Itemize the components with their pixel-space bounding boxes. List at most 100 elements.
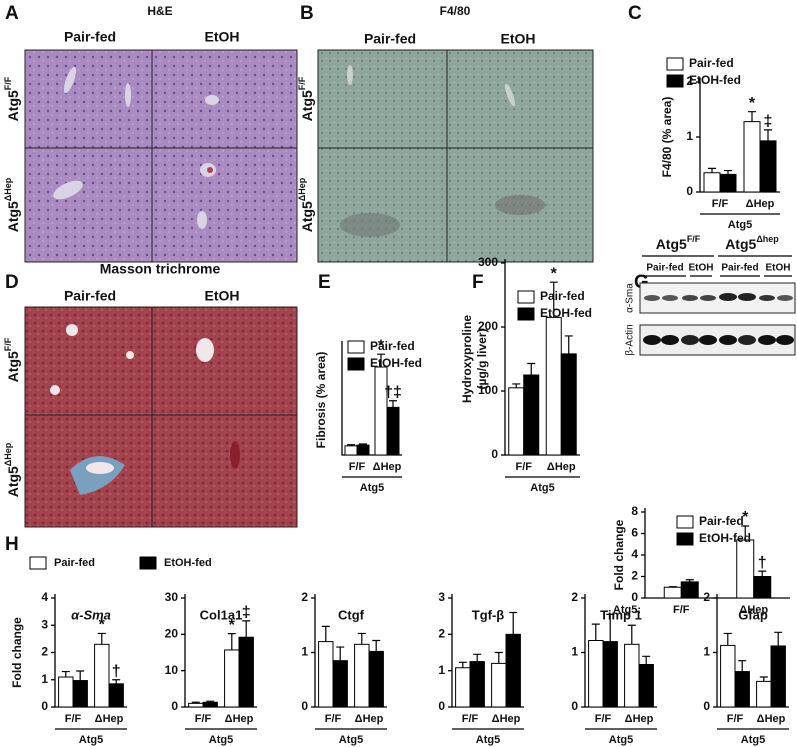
legend-swatch: [666, 57, 684, 71]
y-tick-label: 1: [686, 129, 693, 143]
bar: [505, 633, 521, 708]
column-label: Pair-fed: [364, 31, 416, 47]
error-bar: [76, 670, 85, 681]
bar: [638, 663, 654, 708]
error-bar: [591, 623, 600, 641]
panel-label: B: [300, 3, 314, 24]
y-tick-label: 300: [478, 255, 498, 269]
genotype-label: Atg5Δhep: [725, 234, 779, 251]
legend-swatch: [139, 556, 157, 570]
error-bar: [741, 525, 750, 540]
y-tick-label: 0: [491, 447, 498, 461]
legend-label: Pair-fed: [699, 514, 744, 528]
panel-label: C: [628, 3, 642, 24]
x-tick-label: ΔHep: [225, 713, 254, 725]
micrograph-title: F4/80: [440, 4, 471, 18]
x-tick-label: F/F: [516, 461, 533, 473]
panel-label: E: [318, 272, 331, 293]
legend-label: EtOH-fed: [164, 557, 212, 569]
panel-label: F: [472, 272, 484, 293]
significance-mark: *: [378, 337, 385, 354]
y-tick-label: 8: [631, 504, 638, 518]
x-tick-label: ΔHep: [625, 713, 654, 725]
legend-label: EtOH-fed: [540, 306, 592, 320]
error-bar: [685, 579, 694, 582]
x-axis-label: Atg5:: [613, 604, 641, 616]
error-bar: [372, 639, 381, 652]
error-bar: [774, 631, 783, 646]
y-tick-label: 6: [631, 526, 638, 540]
x-tick-label: F/F: [349, 461, 366, 473]
y-axis-label: F4/80 (% area): [660, 97, 674, 178]
y-tick-label: 0: [171, 699, 178, 713]
x-tick-label: ΔHep: [746, 198, 775, 210]
row-label: Atg5ΔHep: [3, 177, 20, 232]
x-tick-label: ΔHep: [739, 604, 768, 616]
error-bar: [494, 651, 503, 664]
y-tick-label: 20: [165, 627, 179, 641]
x-axis-label: Atg5: [728, 219, 752, 231]
y-tick-label: 2: [301, 590, 308, 604]
x-axis-label: Atg5: [609, 734, 633, 746]
genotype-label: Atg5F/F: [656, 234, 701, 251]
bar: [680, 581, 699, 599]
bar: [759, 140, 777, 193]
y-tick-label: 2: [438, 627, 445, 641]
y-tick-label: 2: [571, 590, 578, 604]
bar: [202, 701, 218, 708]
band-label: α-Sma: [625, 283, 636, 313]
bar: [332, 660, 348, 708]
micrograph: [24, 306, 298, 528]
micrograph: [317, 49, 594, 263]
panel-label: D: [5, 272, 19, 293]
legend-swatch: [29, 556, 47, 570]
legend-swatch: [517, 307, 535, 321]
lane-label: EtOH: [766, 263, 791, 274]
y-tick-label: 0: [41, 699, 48, 713]
legend-label: Pair-fed: [370, 339, 415, 353]
significance-mark: ‡: [764, 113, 773, 130]
error-bar: [642, 655, 651, 665]
error-bar: [738, 660, 747, 672]
x-tick-label: ΔHep: [95, 713, 124, 725]
y-tick-label: 1: [571, 645, 578, 659]
bar: [703, 172, 721, 193]
y-tick-label: 30: [165, 590, 179, 604]
error-bar: [473, 653, 482, 662]
significance-mark: *: [749, 95, 756, 112]
bar: [736, 539, 755, 599]
bar: [663, 586, 682, 599]
error-bar: [336, 646, 345, 661]
chart-title: Gfap: [738, 607, 768, 622]
error-bar: [724, 169, 732, 175]
error-bar: [227, 633, 236, 650]
bar: [344, 445, 358, 456]
legend-label: EtOH-fed: [370, 356, 422, 370]
bar: [356, 444, 370, 456]
x-axis-label: Atg5: [79, 734, 103, 746]
error-bar: [509, 611, 518, 635]
error-bar: [191, 701, 200, 704]
bar: [108, 683, 124, 708]
y-tick-label: 2: [631, 569, 638, 583]
y-axis-label: (µg/g liver): [475, 329, 489, 390]
error-bar: [708, 167, 716, 173]
bar: [72, 680, 88, 708]
y-tick-label: 3: [41, 617, 48, 631]
bar: [318, 641, 334, 708]
y-tick-label: 10: [165, 663, 179, 677]
micrograph-title: Masson trichrome: [100, 261, 221, 277]
x-axis-label: Atg5: [476, 734, 500, 746]
y-axis-label: Hydroxyproline: [460, 315, 474, 403]
panel-label: H: [5, 534, 19, 555]
x-tick-label: ΔHep: [355, 713, 384, 725]
bar: [94, 643, 110, 708]
column-label: EtOH: [205, 29, 240, 45]
error-bar: [206, 700, 215, 703]
bar: [624, 643, 640, 708]
panel-label: A: [5, 3, 19, 24]
micrograph: [24, 49, 298, 263]
y-tick-label: 0: [631, 590, 638, 604]
x-axis-label: Atg5: [339, 734, 363, 746]
bar: [743, 121, 761, 193]
